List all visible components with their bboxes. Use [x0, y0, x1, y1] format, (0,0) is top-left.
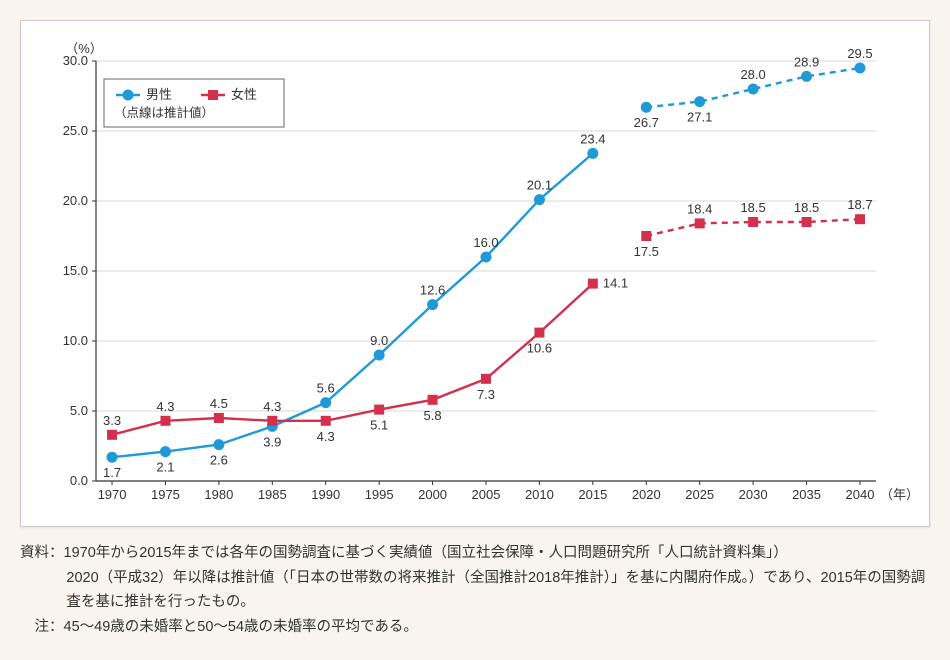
- series-female-solid: [112, 284, 593, 435]
- svg-text:0.0: 0.0: [70, 473, 88, 488]
- legend-label-male: 男性: [146, 87, 172, 102]
- svg-text:2005: 2005: [472, 487, 501, 502]
- value-label: 5.6: [317, 381, 335, 396]
- value-label: 23.4: [580, 131, 605, 146]
- svg-text:10.0: 10.0: [63, 333, 88, 348]
- svg-text:20.0: 20.0: [63, 193, 88, 208]
- marker-female: [107, 430, 117, 440]
- value-label: 29.5: [847, 46, 872, 61]
- marker-female: [267, 416, 277, 426]
- svg-text:（年）: （年）: [880, 487, 911, 502]
- svg-text:1985: 1985: [258, 487, 287, 502]
- chart-panel: 0.05.010.015.020.025.030.019701975198019…: [20, 20, 930, 527]
- svg-text:1975: 1975: [151, 487, 180, 502]
- marker-male: [107, 452, 118, 463]
- svg-text:2025: 2025: [685, 487, 714, 502]
- svg-text:1980: 1980: [204, 487, 233, 502]
- marker-male: [641, 102, 652, 113]
- source-label: 資料：: [20, 541, 64, 566]
- legend-note: （点線は推計値）: [114, 105, 214, 120]
- marker-female: [160, 416, 170, 426]
- marker-male: [748, 84, 759, 95]
- marker-female: [748, 217, 758, 227]
- value-label: 4.3: [317, 429, 335, 444]
- svg-text:15.0: 15.0: [63, 263, 88, 278]
- legend-marker-female: [208, 90, 218, 100]
- legend-marker-male: [123, 90, 134, 101]
- marker-male: [374, 350, 385, 361]
- value-label: 28.0: [740, 67, 765, 82]
- svg-text:（%）: （%）: [65, 41, 103, 56]
- caption-block: 資料： 1970年から2015年までは各年の国勢調査に基づく実績値（国立社会保障…: [20, 541, 930, 640]
- value-label: 4.3: [156, 399, 174, 414]
- svg-text:2030: 2030: [739, 487, 768, 502]
- source-line-2: 2020（平成32）年以降は推計値（「日本の世帯数の将来推計（全国推計2018年…: [20, 566, 930, 615]
- marker-male: [801, 71, 812, 82]
- value-label: 9.0: [370, 333, 388, 348]
- series-male-solid: [112, 153, 593, 457]
- marker-female: [321, 416, 331, 426]
- marker-female: [802, 217, 812, 227]
- svg-text:2010: 2010: [525, 487, 554, 502]
- svg-text:25.0: 25.0: [63, 123, 88, 138]
- marker-female: [214, 413, 224, 423]
- note-label: 注：: [20, 615, 64, 640]
- marker-male: [534, 194, 545, 205]
- marker-female: [374, 405, 384, 415]
- value-label: 2.6: [210, 453, 228, 468]
- value-label: 20.1: [527, 178, 552, 193]
- marker-male: [427, 299, 438, 310]
- marker-male: [694, 96, 705, 107]
- svg-text:1970: 1970: [98, 487, 127, 502]
- value-label: 3.3: [103, 413, 121, 428]
- value-label: 18.5: [740, 200, 765, 215]
- marker-male: [160, 446, 171, 457]
- value-label: 4.3: [263, 399, 281, 414]
- value-label: 2.1: [156, 460, 174, 475]
- value-label: 3.9: [263, 434, 281, 449]
- value-label: 17.5: [634, 244, 659, 259]
- svg-text:2000: 2000: [418, 487, 447, 502]
- value-label: 7.3: [477, 387, 495, 402]
- marker-female: [481, 374, 491, 384]
- value-label: 28.9: [794, 54, 819, 69]
- value-label: 16.0: [473, 235, 498, 250]
- value-label: 18.5: [794, 200, 819, 215]
- value-label: 5.1: [370, 418, 388, 433]
- value-label: 18.7: [847, 197, 872, 212]
- marker-female: [855, 214, 865, 224]
- svg-text:2015: 2015: [578, 487, 607, 502]
- value-label: 14.1: [603, 276, 628, 291]
- marker-male: [481, 252, 492, 263]
- marker-male: [854, 63, 865, 74]
- value-label: 1.7: [103, 465, 121, 480]
- marker-male: [213, 439, 224, 450]
- value-label: 4.5: [210, 396, 228, 411]
- marker-male: [320, 397, 331, 408]
- marker-female: [641, 231, 651, 241]
- marker-female: [534, 328, 544, 338]
- value-label: 10.6: [527, 341, 552, 356]
- source-line-1: 1970年から2015年までは各年の国勢調査に基づく実績値（国立社会保障・人口問…: [64, 541, 931, 566]
- value-label: 27.1: [687, 110, 712, 125]
- svg-text:2035: 2035: [792, 487, 821, 502]
- legend-label-female: 女性: [231, 87, 257, 102]
- svg-text:2040: 2040: [846, 487, 875, 502]
- marker-male: [587, 148, 598, 159]
- value-label: 18.4: [687, 201, 712, 216]
- value-label: 5.8: [424, 408, 442, 423]
- marker-female: [695, 218, 705, 228]
- value-label: 12.6: [420, 283, 445, 298]
- line-chart: 0.05.010.015.020.025.030.019701975198019…: [41, 36, 911, 516]
- value-label: 26.7: [634, 115, 659, 130]
- note-body: 45〜49歳の未婚率と50〜54歳の未婚率の平均である。: [64, 615, 931, 640]
- svg-text:2020: 2020: [632, 487, 661, 502]
- svg-text:1990: 1990: [311, 487, 340, 502]
- svg-text:5.0: 5.0: [70, 403, 88, 418]
- marker-female: [588, 279, 598, 289]
- marker-female: [428, 395, 438, 405]
- svg-text:1995: 1995: [365, 487, 394, 502]
